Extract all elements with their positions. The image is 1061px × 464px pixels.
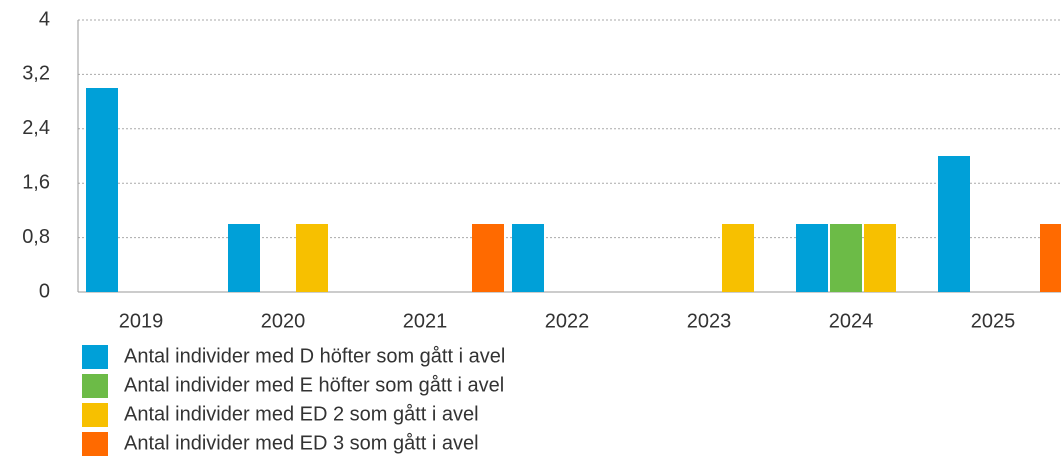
x-tick-label: 2021 xyxy=(403,310,448,332)
y-tick-label: 2,4 xyxy=(22,117,50,139)
legend-swatch xyxy=(82,432,108,456)
bar xyxy=(296,224,328,292)
y-tick-label: 3,2 xyxy=(22,63,50,85)
legend-label: Antal individer med E höfter som gått i … xyxy=(124,374,504,396)
x-tick-label: 2019 xyxy=(119,310,164,332)
x-tick-label: 2022 xyxy=(545,310,590,332)
legend-label: Antal individer med ED 2 som gått i avel xyxy=(124,403,479,425)
bar xyxy=(228,224,260,292)
y-tick-label: 4 xyxy=(39,8,50,30)
y-tick-label: 0 xyxy=(39,280,50,302)
legend-swatch xyxy=(82,345,108,369)
x-tick-label: 2023 xyxy=(687,310,732,332)
bar xyxy=(864,224,896,292)
bar xyxy=(512,224,544,292)
x-tick-label: 2024 xyxy=(829,310,874,332)
bar xyxy=(938,156,970,292)
bar xyxy=(1040,224,1061,292)
bar xyxy=(472,224,504,292)
bar xyxy=(86,88,118,292)
legend-swatch xyxy=(82,403,108,427)
legend-label: Antal individer med ED 3 som gått i avel xyxy=(124,432,479,454)
bar xyxy=(796,224,828,292)
bar xyxy=(830,224,862,292)
legend-swatch xyxy=(82,374,108,398)
legend-label: Antal individer med D höfter som gått i … xyxy=(124,345,505,367)
bar xyxy=(722,224,754,292)
y-tick-label: 1,6 xyxy=(22,171,50,193)
x-tick-label: 2020 xyxy=(261,310,306,332)
x-tick-label: 2025 xyxy=(971,310,1016,332)
y-tick-label: 0,8 xyxy=(22,226,50,248)
